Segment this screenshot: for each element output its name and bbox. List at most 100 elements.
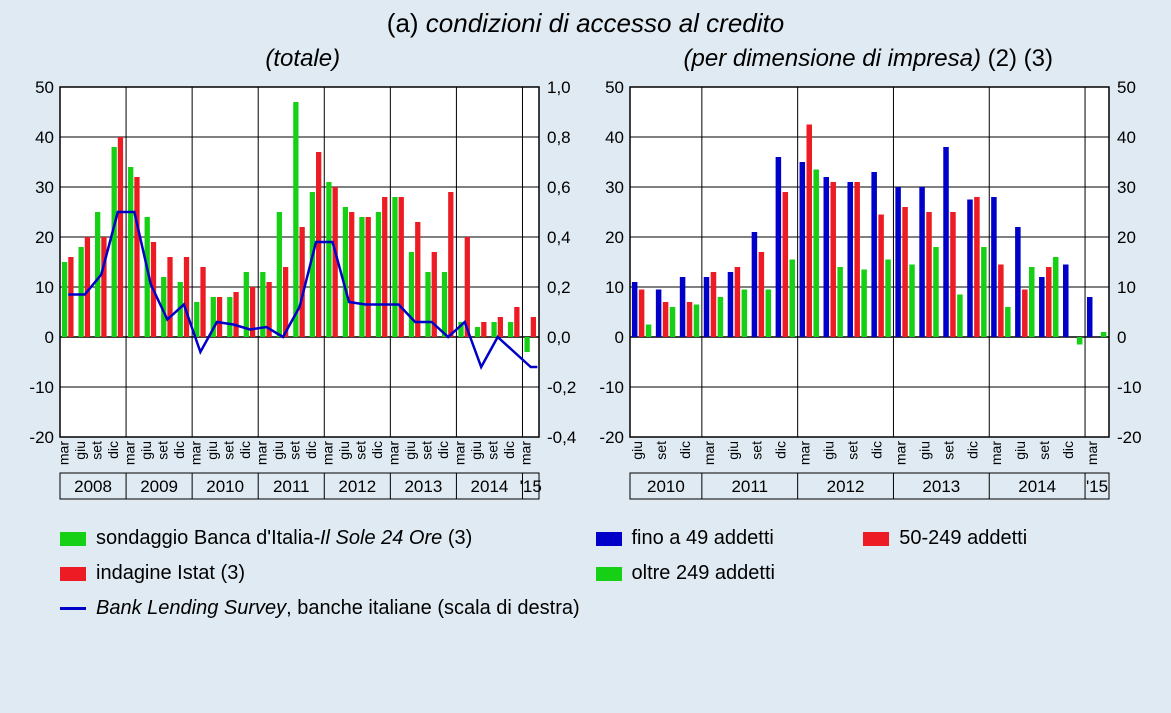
svg-text:giu: giu (204, 441, 220, 460)
legend-swatch (596, 532, 622, 546)
svg-text:0,8: 0,8 (547, 128, 571, 147)
svg-text:2009: 2009 (140, 477, 178, 496)
title-prefix: (a) (387, 8, 426, 38)
legend-item: oltre 249 addetti (596, 562, 1132, 585)
svg-text:dic: dic (435, 441, 451, 459)
svg-text:dic: dic (171, 441, 187, 459)
svg-text:mar: mar (796, 441, 812, 465)
svg-text:set: set (652, 441, 668, 460)
svg-text:set: set (154, 441, 170, 460)
legend-item: indagine Istat (3) (60, 562, 596, 585)
svg-text:set: set (419, 441, 435, 460)
legend-swatch (863, 532, 889, 546)
svg-text:0: 0 (45, 328, 54, 347)
svg-text:-10: -10 (1117, 378, 1142, 397)
svg-text:20: 20 (605, 228, 624, 247)
svg-text:'15: '15 (1085, 477, 1107, 496)
svg-text:dic: dic (369, 441, 385, 459)
svg-text:40: 40 (605, 128, 624, 147)
svg-text:0,0: 0,0 (547, 328, 571, 347)
legend: sondaggio Banca d'Italia-Il Sole 24 Ore … (0, 517, 1171, 632)
svg-text:mar: mar (700, 441, 716, 465)
svg-text:-10: -10 (29, 378, 54, 397)
svg-text:mar: mar (55, 441, 71, 465)
svg-text:mar: mar (518, 441, 534, 465)
svg-text:30: 30 (1117, 178, 1136, 197)
svg-text:giu: giu (402, 441, 418, 460)
svg-text:10: 10 (605, 278, 624, 297)
legend-swatch (596, 567, 622, 581)
svg-text:giu: giu (270, 441, 286, 460)
svg-text:30: 30 (35, 178, 54, 197)
svg-text:2010: 2010 (206, 477, 244, 496)
legend-item: sondaggio Banca d'Italia-Il Sole 24 Ore … (60, 527, 596, 550)
svg-text:giu: giu (336, 441, 352, 460)
svg-text:0: 0 (1117, 328, 1126, 347)
legend-swatch (60, 567, 86, 581)
svg-text:'15: '15 (520, 477, 542, 496)
svg-text:50: 50 (605, 78, 624, 97)
svg-text:40: 40 (35, 128, 54, 147)
main-title: (a) condizioni di accesso al credito (0, 0, 1171, 39)
legend-swatch (60, 532, 86, 546)
left-chart: -20-1001020304050-0,4-0,20,00,20,40,60,8… (20, 77, 585, 517)
svg-text:2014: 2014 (1018, 477, 1056, 496)
svg-text:dic: dic (237, 441, 253, 459)
svg-text:2011: 2011 (273, 477, 310, 496)
svg-text:giu: giu (1012, 441, 1028, 460)
svg-text:dic: dic (772, 441, 788, 459)
svg-text:2012: 2012 (826, 477, 864, 496)
right-chart: -20-20-10-100010102020303040405050giuset… (586, 77, 1151, 517)
svg-text:set: set (1036, 441, 1052, 460)
svg-text:0,6: 0,6 (547, 178, 571, 197)
svg-text:set: set (844, 441, 860, 460)
svg-text:-0,2: -0,2 (547, 378, 576, 397)
svg-text:-0,4: -0,4 (547, 428, 576, 447)
svg-text:giu: giu (820, 441, 836, 460)
svg-text:set: set (940, 441, 956, 460)
svg-text:dic: dic (501, 441, 517, 459)
svg-text:dic: dic (105, 441, 121, 459)
svg-text:20: 20 (35, 228, 54, 247)
svg-text:mar: mar (187, 441, 203, 465)
svg-text:0,2: 0,2 (547, 278, 571, 297)
svg-text:1,0: 1,0 (547, 78, 571, 97)
svg-text:20: 20 (1117, 228, 1136, 247)
svg-text:giu: giu (468, 441, 484, 460)
svg-text:2010: 2010 (647, 477, 685, 496)
svg-text:-20: -20 (599, 428, 624, 447)
title-text: condizioni di accesso al credito (426, 8, 784, 38)
svg-text:giu: giu (724, 441, 740, 460)
svg-text:mar: mar (320, 441, 336, 465)
svg-text:set: set (353, 441, 369, 460)
right-subtitle: (per dimensione di impresa) (2) (3) (586, 45, 1152, 73)
svg-text:10: 10 (35, 278, 54, 297)
legend-item: fino a 49 addetti (596, 527, 864, 550)
svg-text:mar: mar (892, 441, 908, 465)
legend-item: Bank Lending Survey, banche italiane (sc… (60, 597, 596, 620)
svg-text:dic: dic (676, 441, 692, 459)
svg-text:2014: 2014 (471, 477, 509, 496)
svg-text:2011: 2011 (731, 477, 768, 496)
svg-text:40: 40 (1117, 128, 1136, 147)
svg-text:-10: -10 (599, 378, 624, 397)
svg-text:50: 50 (35, 78, 54, 97)
svg-text:set: set (748, 441, 764, 460)
svg-text:2012: 2012 (338, 477, 376, 496)
svg-text:mar: mar (121, 441, 137, 465)
left-subtitle: (totale) (20, 45, 586, 73)
legend-swatch (60, 607, 86, 610)
svg-text:giu: giu (72, 441, 88, 460)
svg-text:0: 0 (614, 328, 623, 347)
svg-text:giu: giu (916, 441, 932, 460)
svg-text:set: set (220, 441, 236, 460)
svg-text:dic: dic (303, 441, 319, 459)
svg-text:30: 30 (605, 178, 624, 197)
svg-text:dic: dic (1060, 441, 1076, 459)
svg-text:2013: 2013 (922, 477, 960, 496)
svg-text:50: 50 (1117, 78, 1136, 97)
svg-text:mar: mar (386, 441, 402, 465)
svg-text:mar: mar (452, 441, 468, 465)
svg-text:10: 10 (1117, 278, 1136, 297)
svg-text:giu: giu (628, 441, 644, 460)
